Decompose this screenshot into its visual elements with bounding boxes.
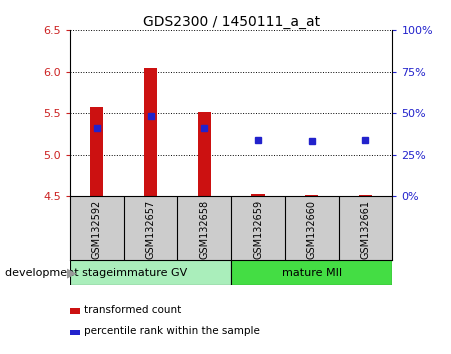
Bar bbox=[144, 68, 157, 196]
Bar bbox=[305, 195, 318, 196]
Text: development stage: development stage bbox=[5, 268, 113, 278]
Text: GSM132659: GSM132659 bbox=[253, 200, 263, 259]
Bar bbox=[70, 260, 231, 285]
Text: GSM132592: GSM132592 bbox=[92, 200, 102, 259]
Text: GSM132660: GSM132660 bbox=[307, 200, 317, 259]
Text: immature GV: immature GV bbox=[113, 268, 188, 278]
Text: transformed count: transformed count bbox=[84, 305, 182, 315]
Text: GSM132658: GSM132658 bbox=[199, 200, 209, 259]
Text: ▶: ▶ bbox=[67, 266, 76, 279]
Bar bbox=[90, 108, 103, 196]
Bar bbox=[198, 113, 211, 196]
Bar bbox=[231, 260, 392, 285]
Text: mature MII: mature MII bbox=[282, 268, 342, 278]
Bar bbox=[359, 195, 372, 196]
Bar bbox=[251, 194, 265, 196]
Title: GDS2300 / 1450111_a_at: GDS2300 / 1450111_a_at bbox=[143, 15, 320, 29]
Text: percentile rank within the sample: percentile rank within the sample bbox=[84, 326, 260, 336]
Text: GSM132657: GSM132657 bbox=[146, 200, 156, 259]
Text: GSM132661: GSM132661 bbox=[360, 200, 371, 259]
